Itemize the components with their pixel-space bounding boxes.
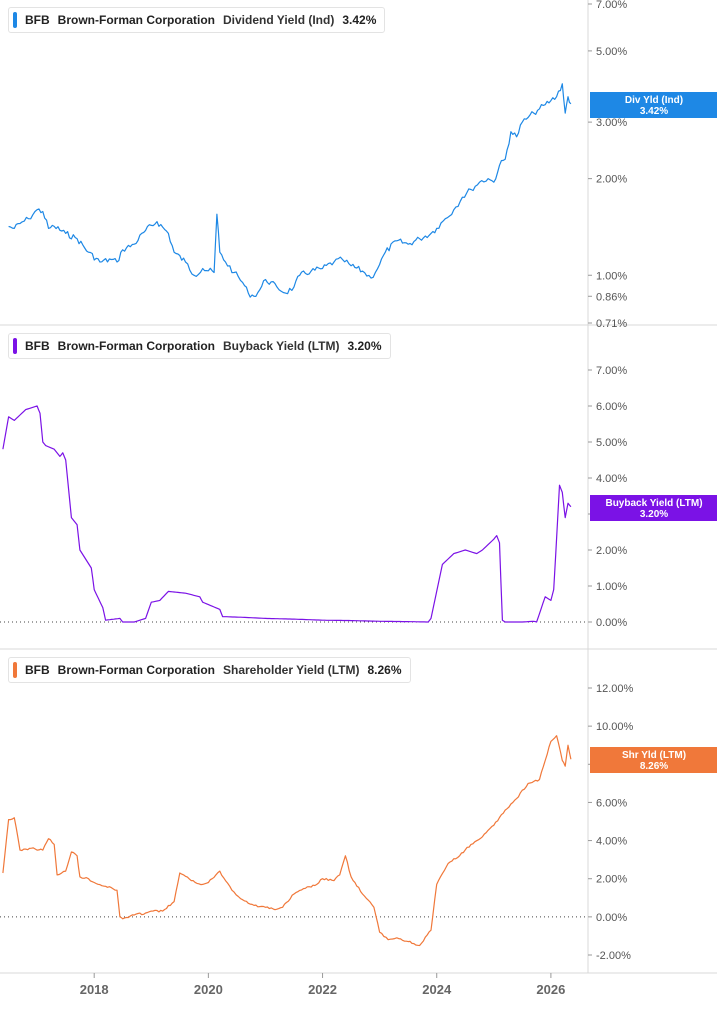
value-label-name: Buyback Yield (LTM) <box>605 498 702 509</box>
y-tick-label: 6.00% <box>596 401 627 413</box>
metric-label: Buyback Yield (LTM) <box>223 339 340 353</box>
y-tick-label: 1.00% <box>596 581 627 593</box>
x-tick-label: 2024 <box>422 982 452 997</box>
y-tick-label: 0.71% <box>596 318 627 330</box>
x-tick-label: 2018 <box>80 982 109 997</box>
x-tick-label: 2026 <box>536 982 565 997</box>
metric-value: 3.20% <box>347 339 382 353</box>
value-label-name: Div Yld (Ind) <box>625 95 683 106</box>
chart-panel-0: 7.00% 5.00% 3.00% 2.00% 1.00% 0.86% 0.71% Div Y… <box>8 0 717 330</box>
series-line <box>2 405 572 623</box>
chart-panel-2: 12.00%10.00%8.00%6.00%4.00%2.00%0.00%-2.… <box>0 683 717 962</box>
y-tick-label: -2.00% <box>596 950 631 962</box>
y-tick-label: 4.00% <box>596 836 627 848</box>
y-tick-label: 7.00% <box>596 365 627 377</box>
metric-value: 8.26% <box>367 663 402 677</box>
series-line <box>8 83 572 298</box>
panel-header-buyback: BFB Brown-Forman Corporation Buyback Yie… <box>8 333 391 359</box>
chart-panel-1: 7.00%6.00%5.00%4.00%3.00%2.00%1.00%0.00%… <box>0 365 717 629</box>
y-tick-label: 5.00% <box>596 437 627 449</box>
series-color-swatch <box>13 12 17 28</box>
company-label: Brown-Forman Corporation <box>57 13 215 27</box>
value-label-box <box>590 747 717 773</box>
company-label: Brown-Forman Corporation <box>57 339 215 353</box>
panel-header-shareholder: BFB Brown-Forman Corporation Shareholder… <box>8 657 411 683</box>
panel-header-dividend: BFB Brown-Forman Corporation Dividend Yi… <box>8 7 386 33</box>
series-line <box>2 735 572 947</box>
metric-label: Dividend Yield (Ind) <box>223 13 335 27</box>
value-label-box <box>590 92 717 118</box>
metric-label: Shareholder Yield (LTM) <box>223 663 360 677</box>
y-tick-label: 4.00% <box>596 473 627 485</box>
y-tick-label: 0.00% <box>596 617 627 629</box>
y-tick-label: 2.00% <box>596 545 627 557</box>
series-color-swatch <box>13 338 17 354</box>
y-tick-label: 0.00% <box>596 912 627 924</box>
y-tick-label: 3.00% <box>596 117 627 129</box>
value-label-value: 8.26% <box>640 761 668 772</box>
x-tick-label: 2022 <box>308 982 337 997</box>
ticker-label: BFB <box>25 339 50 353</box>
y-tick-label: 1.00% <box>596 270 627 282</box>
y-tick-label: 7.00% <box>596 0 627 11</box>
series-color-swatch <box>13 662 17 678</box>
y-tick-label: 0.86% <box>596 291 627 303</box>
y-tick-label: 5.00% <box>596 46 627 58</box>
ticker-label: BFB <box>25 13 50 27</box>
x-tick-label: 2020 <box>194 982 223 997</box>
y-tick-label: 12.00% <box>596 683 634 695</box>
ticker-label: BFB <box>25 663 50 677</box>
value-label-name: Shr Yld (LTM) <box>622 750 686 761</box>
value-label-box <box>590 495 717 521</box>
company-label: Brown-Forman Corporation <box>57 663 215 677</box>
metric-value: 3.42% <box>342 13 377 27</box>
y-tick-label: 10.00% <box>596 721 634 733</box>
value-label-value: 3.42% <box>640 106 668 117</box>
value-label-value: 3.20% <box>640 509 668 520</box>
y-tick-label: 2.00% <box>596 174 627 186</box>
y-tick-label: 6.00% <box>596 797 627 809</box>
y-tick-label: 2.00% <box>596 874 627 886</box>
